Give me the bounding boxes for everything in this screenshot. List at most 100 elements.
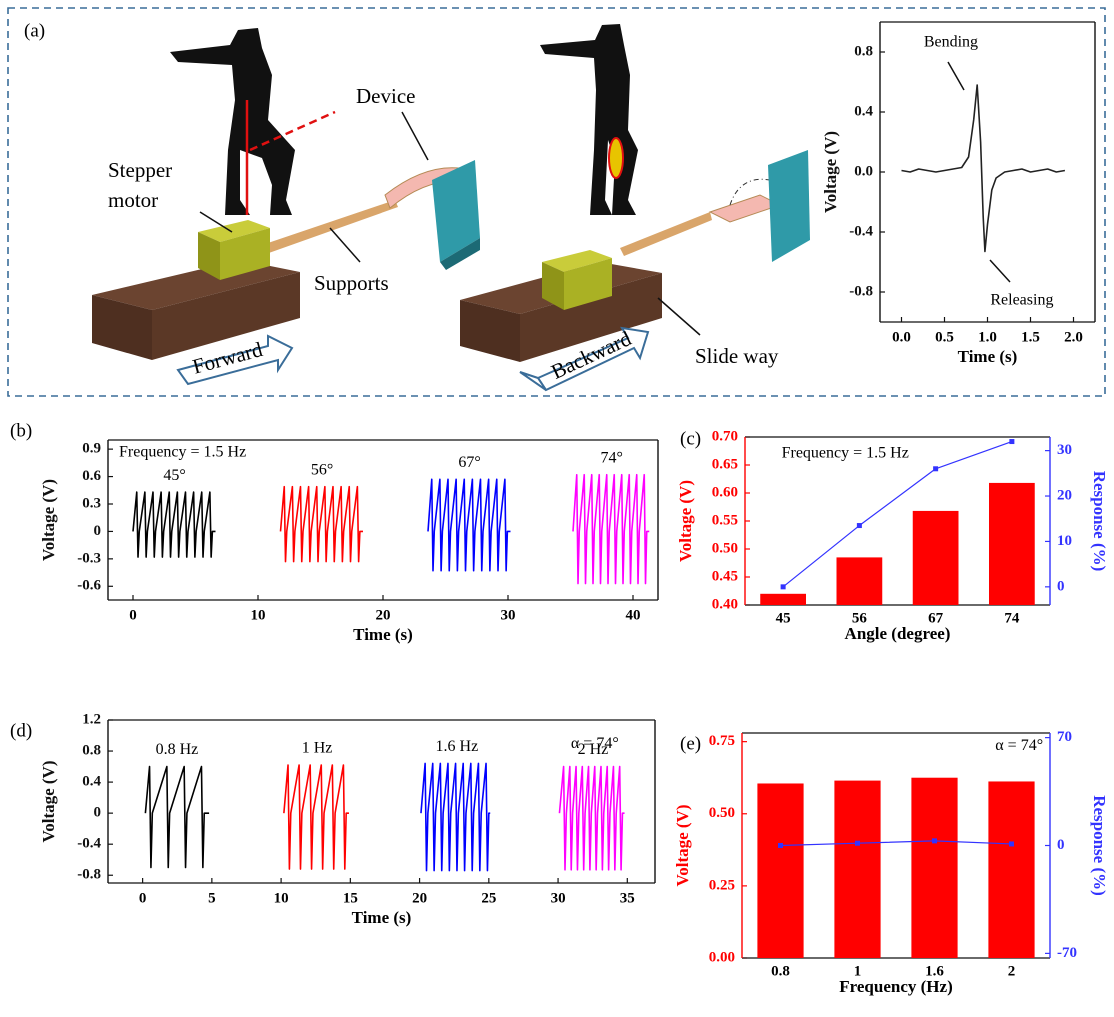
series-line: [902, 85, 1065, 252]
x-tick-label: 40: [626, 607, 641, 623]
x-tick-label: 2: [1008, 963, 1016, 979]
x-axis-title: Time (s): [958, 347, 1018, 366]
series-label: 1.6 Hz: [436, 738, 479, 755]
setup-backward: Backward Slide way: [460, 24, 810, 390]
y-tick-label: -0.3: [77, 550, 101, 566]
y-tick-label: 0.6: [82, 468, 101, 484]
series-line: [133, 492, 216, 557]
x-tick-label: 30: [551, 890, 566, 906]
panel-label: (e): [680, 733, 701, 754]
panel-label: (d): [10, 720, 32, 741]
figure: (a) (b) (c) (d) (e) Forward Stepper moto…: [0, 0, 1114, 1017]
diagram-label: Stepper: [108, 158, 172, 182]
marker: [857, 523, 862, 528]
y-tick-label: 0.4: [854, 103, 873, 119]
x-tick-label: 0.5: [935, 329, 954, 345]
series-line: [145, 767, 209, 868]
x-axis-title: Frequency (Hz): [839, 977, 952, 996]
pointer: [402, 112, 428, 160]
x-tick-label: 5: [208, 890, 216, 906]
series-line: [421, 763, 490, 870]
y-tick-label: -0.6: [77, 578, 101, 594]
y2-axis-title: Response (%): [1090, 795, 1109, 896]
x-tick-label: 10: [251, 607, 266, 623]
x-tick-label: 1.0: [978, 329, 997, 345]
marker: [781, 584, 786, 589]
annotation: Frequency = 1.5 Hz: [119, 443, 246, 460]
series-line: [783, 442, 1012, 587]
series-label: 56°: [311, 461, 333, 478]
series-label: 0.8 Hz: [156, 741, 199, 758]
y-axis-title: Voltage (V): [676, 480, 695, 562]
y-tick-label: 1.2: [82, 711, 101, 727]
bar: [837, 557, 883, 605]
y-tick-label: 0.55: [712, 512, 738, 528]
sensor-mark: [609, 138, 623, 178]
y-tick-label: 0.70: [712, 428, 738, 444]
y-tick-label: 0.8: [82, 742, 101, 758]
y2-tick-label: 10: [1057, 533, 1072, 549]
panel-label: (a): [24, 20, 45, 41]
x-tick-label: 2.0: [1064, 329, 1083, 345]
y-tick-label: 0.4: [82, 774, 101, 790]
bar: [834, 781, 880, 958]
marker: [1009, 439, 1014, 444]
series-line: [573, 475, 649, 584]
x-tick-label: 20: [412, 890, 427, 906]
annotation-arrow: [990, 260, 1010, 282]
x-tick-label: 0.8: [771, 963, 790, 979]
x-tick-label: 10: [274, 890, 289, 906]
support-rod: [620, 212, 712, 256]
annotation: Releasing: [990, 292, 1053, 309]
x-tick-label: 1.5: [1021, 329, 1040, 345]
y-tick-label: 0: [94, 805, 102, 821]
y-tick-label: 0.25: [709, 877, 735, 893]
y2-tick-label: 0: [1057, 578, 1065, 594]
series-line: [284, 765, 349, 869]
silhouette: [540, 24, 638, 215]
y-tick-label: 0.50: [712, 540, 738, 556]
y-tick-label: 0: [94, 523, 102, 539]
annotation-arrow: [948, 62, 964, 90]
series-line: [781, 841, 1012, 846]
bar: [757, 783, 803, 958]
bar: [988, 781, 1034, 958]
y2-axis-title: Response (%): [1090, 471, 1109, 572]
y-axis-title: Voltage (V): [821, 131, 840, 213]
series-label: 1 Hz: [302, 740, 333, 757]
panel-label: (b): [10, 420, 32, 441]
diagram-label: Slide way: [695, 344, 779, 368]
y-axis-title: Voltage (V): [673, 805, 692, 887]
x-tick-label: 15: [343, 890, 358, 906]
y-tick-label: 0.3: [82, 495, 101, 511]
y2-tick-label: 0: [1057, 837, 1065, 853]
series-line: [281, 487, 364, 562]
wall: [768, 150, 810, 262]
y-tick-label: 0.60: [712, 484, 738, 500]
series-label: 45°: [163, 467, 185, 484]
figure-canvas: (a) (b) (c) (d) (e) Forward Stepper moto…: [0, 0, 1114, 1017]
marker: [778, 843, 783, 848]
y-tick-label: 0.65: [712, 456, 738, 472]
y-tick-label: 0.50: [709, 805, 735, 821]
y-tick-label: 0.9: [82, 441, 101, 457]
y-tick-label: -0.4: [77, 836, 101, 852]
annotation: α = 74°: [995, 737, 1043, 754]
x-tick-label: 0: [129, 607, 137, 623]
series-line: [559, 767, 624, 870]
x-tick-label: 30: [501, 607, 516, 623]
series-label: 67°: [458, 454, 480, 471]
x-axis-title: Time (s): [352, 908, 412, 927]
pointer: [658, 298, 700, 335]
y2-tick-label: 20: [1057, 487, 1072, 503]
y2-tick-label: 30: [1057, 442, 1072, 458]
bar: [760, 594, 806, 605]
series-label: 74°: [601, 449, 623, 466]
x-axis-title: Angle (degree): [845, 624, 951, 643]
silhouette: [170, 28, 295, 215]
x-tick-label: 45: [776, 610, 791, 626]
y-tick-label: 0.40: [712, 596, 738, 612]
x-tick-label: 25: [481, 890, 496, 906]
y-axis-title: Voltage (V): [39, 479, 58, 561]
y-tick-label: -0.8: [849, 283, 873, 299]
